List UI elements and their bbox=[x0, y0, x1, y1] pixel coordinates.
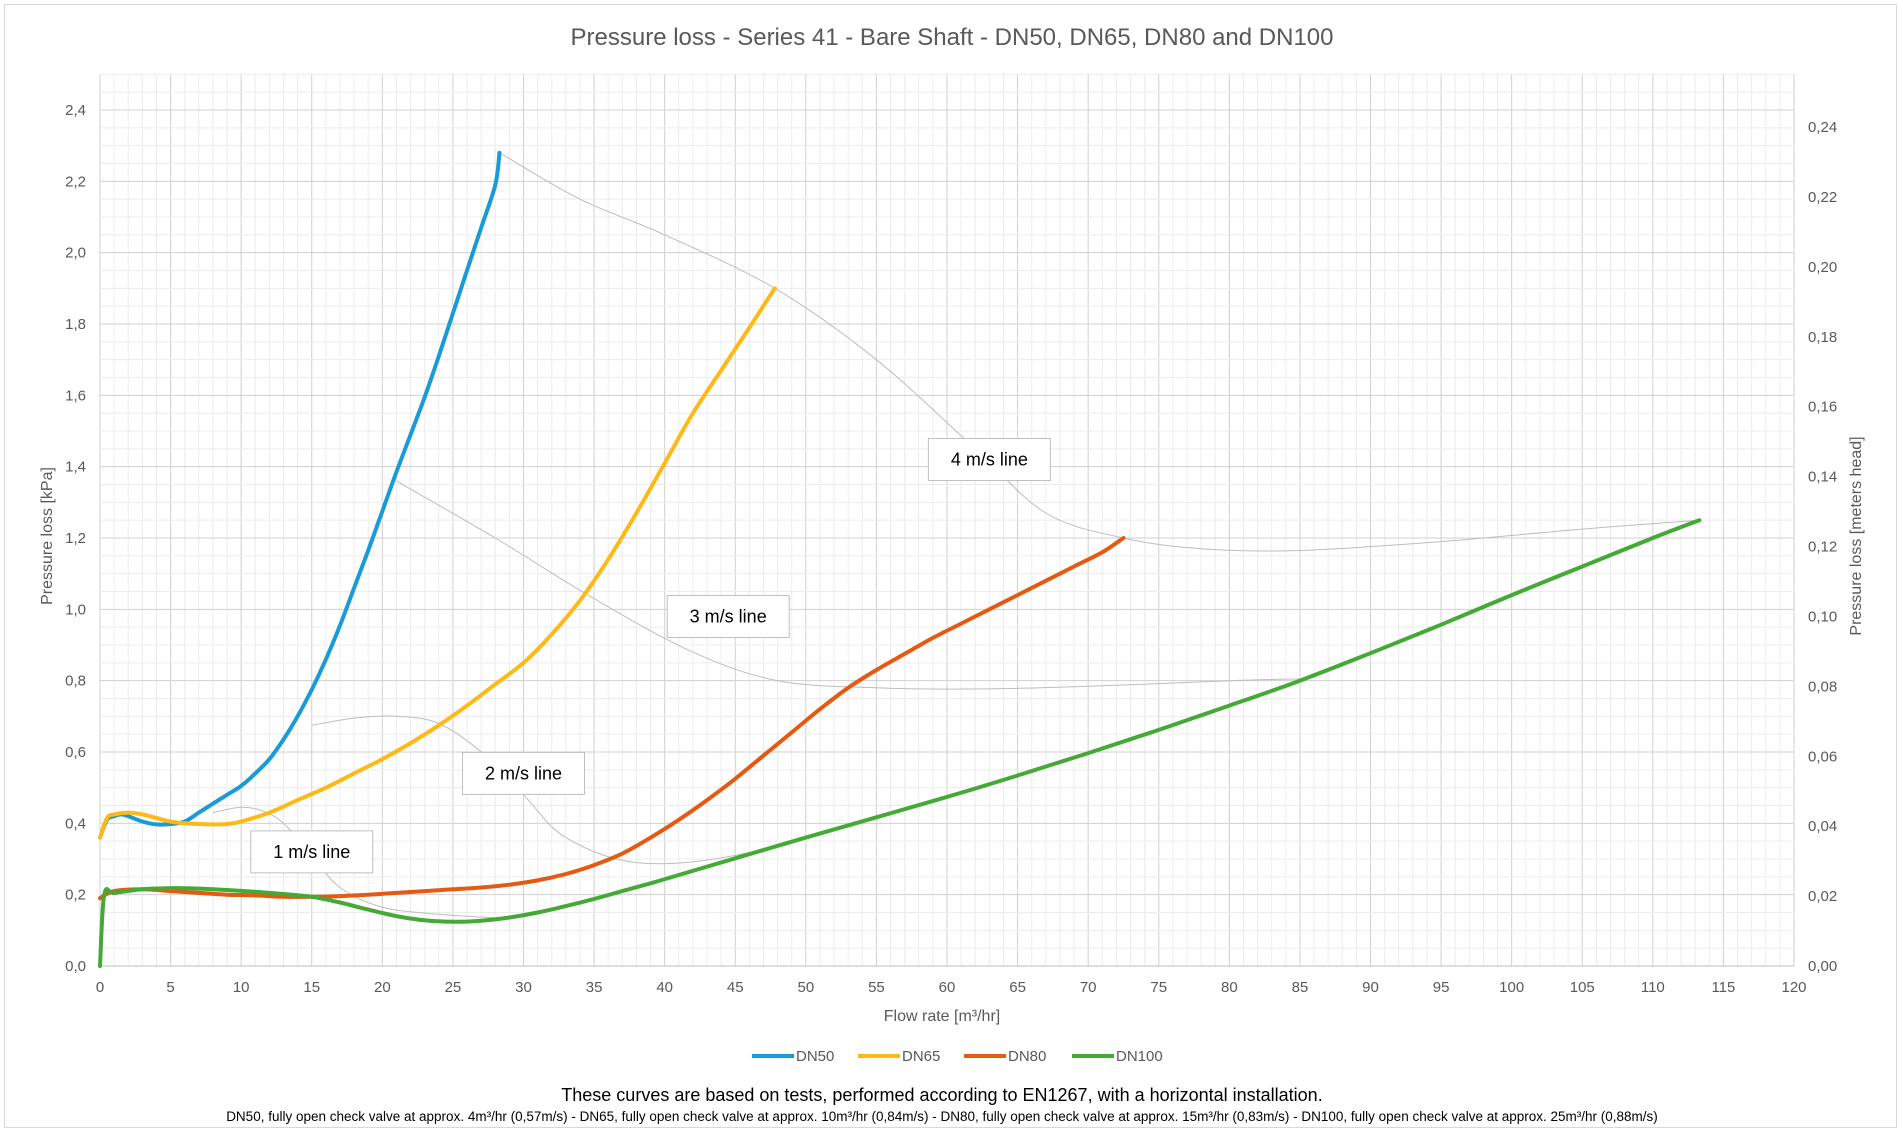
x-tick-label: 5 bbox=[166, 979, 174, 996]
annotation-label: 4 m/s line bbox=[951, 450, 1028, 470]
y-tick-label: 2,0 bbox=[65, 245, 86, 262]
y2-tick-label: 0,16 bbox=[1808, 399, 1837, 416]
y2-tick-label: 0,02 bbox=[1808, 888, 1837, 905]
footnote: These curves are based on tests, perform… bbox=[561, 1085, 1322, 1105]
grid-lines bbox=[99, 73, 1795, 967]
x-tick-label: 105 bbox=[1570, 979, 1595, 996]
x-tick-label: 25 bbox=[445, 979, 462, 996]
x-tick-label: 80 bbox=[1221, 979, 1238, 996]
x-tick-label: 50 bbox=[797, 979, 814, 996]
y-tick-label: 1,4 bbox=[65, 459, 86, 476]
x-tick-label: 70 bbox=[1080, 979, 1097, 996]
x-axis-ticks: 0 5 10 15 20 25 30 35 40 45 50 55 60 65 70 75 80 85 90 95 10… bbox=[96, 979, 1807, 996]
y-tick-label: 2,2 bbox=[65, 173, 86, 190]
y-tick-label: 1,6 bbox=[65, 387, 86, 404]
y-tick-label: 0,8 bbox=[65, 673, 86, 690]
data-series bbox=[98, 150, 1702, 968]
legend-label-dn50: DN50 bbox=[796, 1048, 834, 1065]
annotation-label: 2 m/s line bbox=[485, 763, 562, 783]
x-tick-label: 20 bbox=[374, 979, 391, 996]
y2-tick-label: 0,06 bbox=[1808, 748, 1837, 765]
series-line-dn100 bbox=[98, 518, 1702, 968]
x-tick-label: 30 bbox=[515, 979, 532, 996]
x-tick-label: 15 bbox=[303, 979, 320, 996]
velocity-annotations: 4 m/s line 3 m/s line 2 m/s line 1 m/s line bbox=[250, 438, 1051, 874]
annotation-box bbox=[927, 438, 1051, 482]
annotation-box bbox=[666, 594, 790, 638]
y-tick-label: 1,0 bbox=[65, 601, 86, 618]
x-tick-label: 115 bbox=[1711, 979, 1735, 996]
x-tick-label: 120 bbox=[1781, 979, 1806, 996]
x-tick-label: 40 bbox=[656, 979, 673, 996]
y-tick-label: 0,6 bbox=[65, 744, 86, 761]
x-tick-label: 75 bbox=[1150, 979, 1167, 996]
legend-label-dn80: DN80 bbox=[1008, 1048, 1046, 1065]
y2-tick-label: 0,14 bbox=[1808, 469, 1837, 486]
x-tick-label: 90 bbox=[1362, 979, 1379, 996]
x-tick-label: 10 bbox=[233, 979, 250, 996]
x-tick-label: 85 bbox=[1292, 979, 1309, 996]
y2-tick-label: 0,18 bbox=[1808, 329, 1837, 346]
y-axis-ticks: 0,0 0,2 0,4 0,6 0,8 1,0 1,2 1,4 1,6 1,8 2,0 2,2 2,4 bbox=[65, 102, 86, 975]
y2-tick-label: 0,00 bbox=[1808, 958, 1837, 975]
x-tick-label: 55 bbox=[868, 979, 885, 996]
series-line-dn50 bbox=[98, 150, 502, 840]
legend: DN50 DN65 DN80 DN100 bbox=[752, 1048, 1163, 1065]
y-tick-label: 1,8 bbox=[65, 316, 86, 333]
y2-tick-label: 0,12 bbox=[1808, 539, 1837, 556]
legend-label-dn100: DN100 bbox=[1116, 1048, 1163, 1065]
x-tick-label: 100 bbox=[1499, 979, 1524, 996]
annotation-box bbox=[250, 830, 374, 874]
y2-tick-label: 0,08 bbox=[1808, 678, 1837, 695]
y-tick-label: 1,2 bbox=[65, 530, 86, 547]
x-tick-label: 45 bbox=[727, 979, 744, 996]
y2-axis-ticks: 0,00 0,02 0,04 0,06 0,08 0,10 0,12 0,14 0,16 0,18… bbox=[1808, 119, 1837, 975]
velocity-connectors bbox=[212, 152, 1700, 919]
y-tick-label: 0,4 bbox=[65, 815, 86, 832]
x-tick-label: 35 bbox=[586, 979, 603, 996]
y2-tick-label: 0,22 bbox=[1808, 189, 1837, 206]
x-tick-label: 0 bbox=[96, 979, 104, 996]
y-tick-label: 0,2 bbox=[65, 887, 86, 904]
x-tick-label: 110 bbox=[1641, 979, 1665, 996]
y-tick-label: 0,0 bbox=[65, 958, 86, 975]
annotation-box bbox=[462, 751, 585, 795]
x-tick-label: 95 bbox=[1433, 979, 1450, 996]
chart-title: Pressure loss - Series 41 - Bare Shaft -… bbox=[571, 24, 1334, 51]
x-axis-title: Flow rate [m³/hr] bbox=[884, 1008, 1000, 1025]
series-line-dn80 bbox=[98, 536, 1126, 901]
y-axis-title: Pressure loss [kPa] bbox=[39, 467, 56, 605]
velocity-connector-2 bbox=[396, 480, 1300, 690]
y2-tick-label: 0,24 bbox=[1808, 119, 1837, 136]
y2-tick-label: 0,04 bbox=[1808, 818, 1837, 835]
series-line-dn65 bbox=[98, 286, 777, 840]
x-tick-label: 60 bbox=[939, 979, 956, 996]
velocity-connector-1 bbox=[499, 152, 1700, 552]
footnote-detail: DN50, fully open check valve at approx. … bbox=[226, 1109, 1658, 1124]
legend-label-dn65: DN65 bbox=[902, 1048, 940, 1065]
x-tick-label: 65 bbox=[1009, 979, 1026, 996]
y2-axis-title: Pressure loss [meters head] bbox=[1848, 436, 1865, 635]
y2-tick-label: 0,10 bbox=[1808, 608, 1837, 625]
annotation-label: 1 m/s line bbox=[273, 842, 350, 862]
y2-tick-label: 0,20 bbox=[1808, 259, 1837, 276]
y-tick-label: 2,4 bbox=[65, 102, 86, 119]
annotation-label: 3 m/s line bbox=[690, 606, 767, 626]
